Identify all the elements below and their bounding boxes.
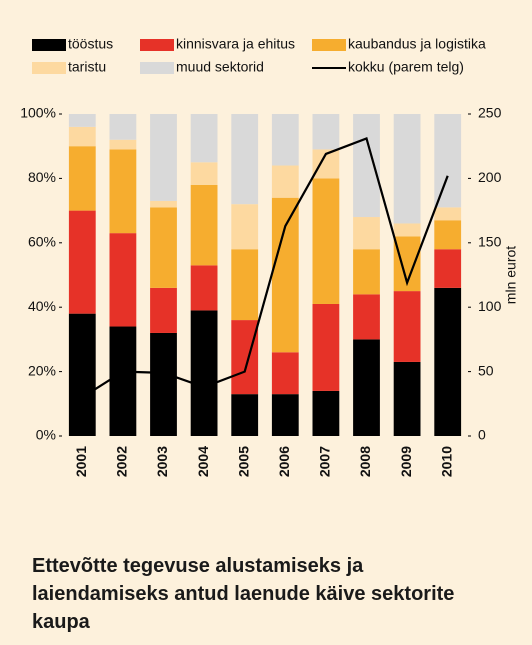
bar-segment	[150, 114, 177, 201]
bar-segment	[150, 207, 177, 288]
y-tick-label: 80%	[28, 169, 56, 185]
legend-swatch	[140, 62, 174, 74]
bar-segment	[190, 184, 218, 266]
bar-segment	[271, 114, 299, 166]
bar-segment	[434, 114, 462, 208]
bar-segment	[271, 165, 299, 198]
bar-segment	[68, 313, 96, 436]
y-tick-label: 60%	[28, 234, 56, 250]
y2-tick-label: 150	[478, 234, 502, 250]
x-tick-label: 2004	[195, 446, 211, 477]
y2-tick-label: 50	[478, 362, 494, 378]
legend-label: kinnisvara ja ehitus	[176, 36, 295, 52]
y2-tick-label: 250	[478, 105, 502, 121]
legend-swatch	[32, 39, 66, 51]
x-tick-label: 2007	[317, 446, 333, 477]
bar-segment	[434, 287, 462, 436]
legend-label: tööstus	[68, 36, 113, 52]
x-tick-label: 2006	[276, 446, 292, 477]
bar-segment	[68, 126, 96, 147]
bar-segment	[393, 361, 421, 436]
bar-segment	[109, 139, 137, 150]
bar-segment	[109, 233, 137, 327]
y2-tick-label: 100	[478, 298, 502, 314]
legend-label: muud sektorid	[176, 59, 264, 75]
bar-segment	[190, 114, 218, 163]
y2-tick-label: 200	[478, 169, 502, 185]
bar-segment	[150, 332, 177, 436]
bar-segment	[109, 149, 137, 234]
bar-segment	[312, 303, 340, 391]
bar-segment	[68, 210, 96, 314]
bar-segment	[353, 294, 380, 340]
bar-segment	[231, 394, 259, 436]
bar-segment	[393, 223, 421, 237]
legend-swatch	[312, 39, 346, 51]
bar-segment	[353, 217, 380, 250]
bar-segment	[271, 352, 299, 395]
bar-segment	[353, 339, 380, 436]
x-tick-label: 2005	[235, 446, 251, 477]
bar-segment	[271, 394, 299, 436]
bar-segment	[190, 310, 218, 436]
legend-swatch	[32, 62, 66, 74]
chart: mln eurot tööstus kinnisvara ja ehitus kau…	[20, 36, 519, 477]
legend-swatch	[140, 39, 174, 51]
x-tick-label: 2001	[73, 446, 89, 477]
bar-segment	[434, 220, 462, 250]
bar-segment	[231, 320, 259, 395]
bar-segment	[68, 114, 96, 127]
y-tick-label: 100%	[20, 105, 56, 121]
bar-segment	[109, 114, 137, 140]
line	[81, 137, 449, 399]
bar-segment	[353, 249, 380, 295]
bar-segment	[231, 249, 259, 321]
bar-segment	[312, 390, 340, 436]
bar-segment	[231, 114, 259, 205]
bar-segment	[109, 326, 137, 436]
bar-segment	[393, 291, 421, 362]
bar-segment	[312, 114, 340, 150]
bar-segment	[353, 114, 380, 218]
bar-segment	[68, 146, 96, 211]
y-tick-label: 20%	[28, 362, 56, 378]
x-tick-label: 2003	[154, 446, 170, 477]
bar-segment	[150, 200, 177, 208]
y-tick-label: 0%	[36, 427, 56, 443]
bar-segment	[150, 287, 177, 333]
x-tick-label: 2009	[398, 446, 414, 477]
bar-segment	[393, 114, 421, 224]
bar-segment	[434, 207, 462, 221]
y-tick-label: 40%	[28, 298, 56, 314]
y2-axis-label: mln eurot	[503, 246, 519, 304]
bar-segment	[312, 178, 340, 304]
legend-label: kokku (parem telg)	[348, 59, 464, 75]
legend-label: kaubandus ja logistika	[348, 36, 486, 52]
bar-segment	[190, 162, 218, 185]
legend-label: taristu	[68, 59, 106, 75]
x-tick-label: 2008	[357, 446, 373, 477]
bar-segment	[434, 249, 462, 288]
chart-title: Ettevõtte tegevuse alustamiseks ja laien…	[32, 555, 455, 633]
bar-segment	[190, 265, 218, 311]
bar-segment	[231, 204, 259, 250]
y2-tick-label: 0	[478, 427, 486, 443]
x-tick-label: 2010	[438, 446, 454, 477]
bar-segment	[271, 197, 299, 353]
x-tick-label: 2002	[114, 446, 130, 477]
